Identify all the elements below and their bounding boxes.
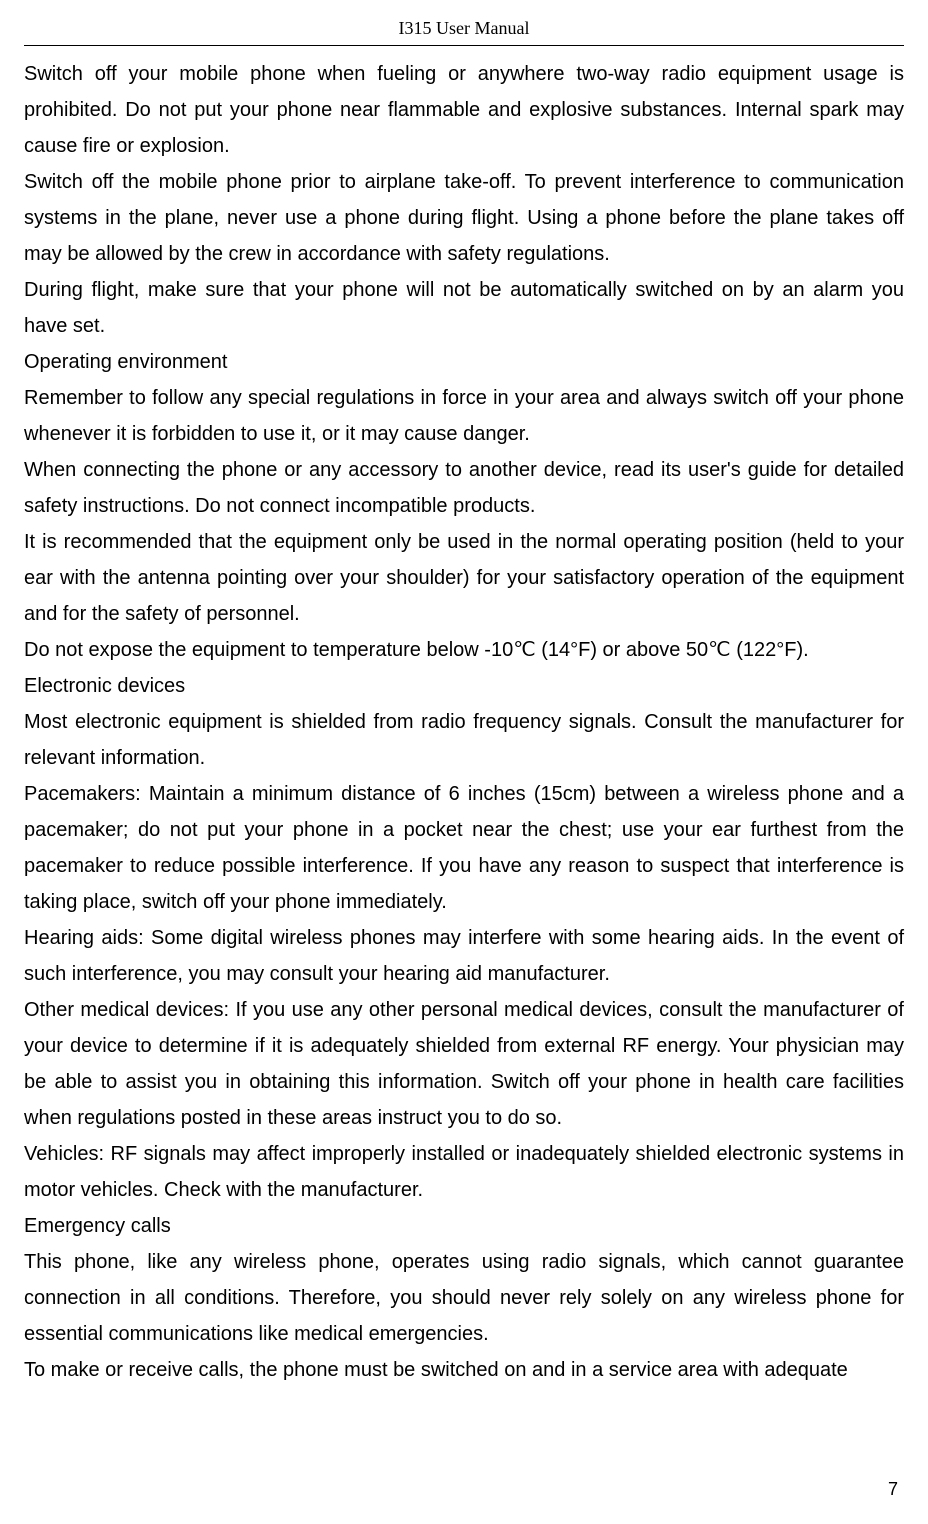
- body-paragraph: Vehicles: RF signals may affect improper…: [24, 1136, 904, 1208]
- section-heading: Emergency calls: [24, 1208, 904, 1244]
- header-title: I315 User Manual: [399, 18, 530, 38]
- section-heading: Operating environment: [24, 344, 904, 380]
- page-header: I315 User Manual: [0, 0, 928, 43]
- body-paragraph: Do not expose the equipment to temperatu…: [24, 632, 904, 668]
- body-paragraph: Most electronic equipment is shielded fr…: [24, 704, 904, 776]
- body-paragraph: Switch off the mobile phone prior to air…: [24, 164, 904, 272]
- body-paragraph: When connecting the phone or any accesso…: [24, 452, 904, 524]
- body-paragraph: Hearing aids: Some digital wireless phon…: [24, 920, 904, 992]
- body-paragraph: It is recommended that the equipment onl…: [24, 524, 904, 632]
- body-paragraph: To make or receive calls, the phone must…: [24, 1352, 904, 1388]
- body-paragraph: Remember to follow any special regulatio…: [24, 380, 904, 452]
- body-paragraph: Pacemakers: Maintain a minimum distance …: [24, 776, 904, 920]
- body-paragraph: Switch off your mobile phone when fuelin…: [24, 56, 904, 164]
- body-paragraph: During flight, make sure that your phone…: [24, 272, 904, 344]
- page-content: Switch off your mobile phone when fuelin…: [0, 46, 928, 1388]
- body-paragraph: This phone, like any wireless phone, ope…: [24, 1244, 904, 1352]
- page-number: 7: [888, 1479, 898, 1500]
- body-paragraph: Other medical devices: If you use any ot…: [24, 992, 904, 1136]
- section-heading: Electronic devices: [24, 668, 904, 704]
